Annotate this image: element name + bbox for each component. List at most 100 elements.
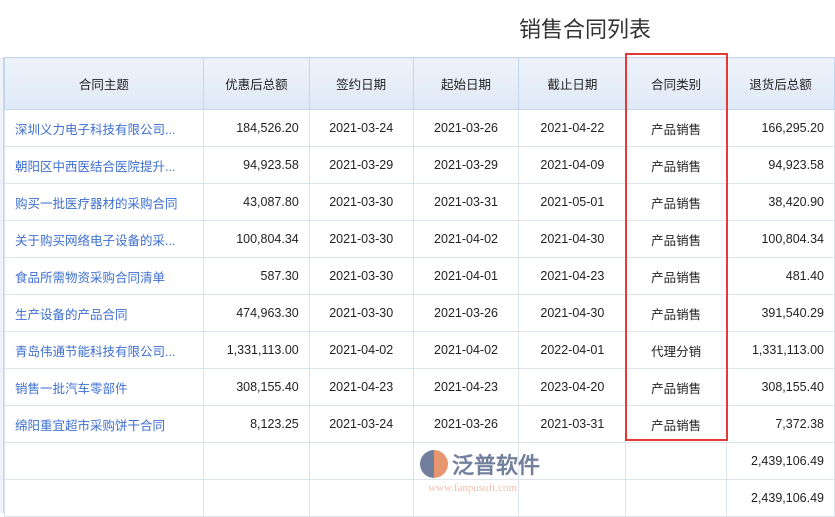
table-cell: 100,804.34	[202, 220, 310, 258]
column-header[interactable]: 起始日期	[412, 57, 520, 110]
empty-cell	[202, 442, 310, 480]
table-cell: 2021-04-02	[308, 331, 414, 369]
column-header[interactable]: 签约日期	[308, 57, 414, 110]
column-header[interactable]: 合同类别	[625, 57, 728, 110]
contract-link[interactable]: 食品所需物资采购合同清单	[4, 257, 204, 295]
contract-link[interactable]: 购买一批医疗器材的采购合同	[4, 183, 204, 221]
table-row[interactable]: 食品所需物资采购合同清单 587.30 2021-03-30 2021-04-01 20…	[4, 257, 835, 295]
table-cell: 2021-03-31	[518, 405, 627, 443]
table-cell: 2021-04-23	[412, 368, 520, 406]
table-cell: 2021-04-01	[412, 257, 520, 295]
column-header[interactable]: 优惠后总额	[202, 57, 310, 110]
table-cell: 43,087.80	[202, 183, 310, 221]
table-cell: 1,331,113.00	[202, 331, 310, 369]
table-cell: 2022-04-01	[518, 331, 627, 369]
table-cell: 94,923.58	[202, 146, 310, 184]
watermark-text: 泛普软件	[452, 453, 541, 478]
table-cell: 2021-04-22	[518, 109, 627, 147]
contract-table: 合同主题 优惠后总额 签约日期 起始日期 截止日期 合同类别 退货后总额 深圳义力电子科技有…	[4, 57, 835, 517]
watermark-logo: 泛普软件 www.fanpusoft.com	[420, 448, 541, 494]
table-cell: 2021-03-29	[308, 146, 414, 184]
table-cell: 产品销售	[625, 183, 728, 221]
table-left-edge	[0, 57, 4, 513]
page-title: 销售合同列表	[518, 17, 651, 42]
watermark-url: www.fanpusoft.com	[428, 482, 518, 494]
table-cell: 产品销售	[625, 294, 728, 332]
total-value: 2,439,106.49	[726, 479, 835, 517]
table-row[interactable]: 购买一批医疗器材的采购合同 43,087.80 2021-03-30 2021-03-…	[4, 183, 835, 221]
table-cell: 代理分销	[625, 331, 728, 369]
column-header[interactable]: 退货后总额	[726, 57, 835, 110]
contract-link[interactable]: 朝阳区中西医结合医院提升...	[4, 146, 204, 184]
column-header[interactable]: 截止日期	[518, 57, 627, 110]
table-cell: 2021-05-01	[518, 183, 627, 221]
table-row[interactable]: 关于购买网络电子设备的采... 100,804.34 2021-03-30 2021-…	[4, 220, 835, 258]
contract-link[interactable]: 生产设备的产品合同	[4, 294, 204, 332]
total-row: 2,439,106.49	[4, 479, 835, 517]
table-cell: 2021-03-24	[308, 405, 414, 443]
table-cell: 2021-04-09	[518, 146, 627, 184]
table-row[interactable]: 生产设备的产品合同 474,963.30 2021-03-30 2021-03-26 2…	[4, 294, 835, 332]
table-body: 深圳义力电子科技有限公司... 184,526.20 2021-03-24 2021-…	[4, 109, 835, 517]
table-cell: 184,526.20	[202, 109, 310, 147]
contract-link[interactable]: 深圳义力电子科技有限公司...	[4, 109, 204, 147]
contract-link[interactable]: 青岛伟通节能科技有限公司...	[4, 331, 204, 369]
table-cell: 308,155.40	[202, 368, 310, 406]
empty-cell	[625, 442, 728, 480]
contract-link[interactable]: 绵阳重宜超市采购饼干合同	[4, 405, 204, 443]
column-header[interactable]: 合同主题	[4, 57, 204, 110]
table-cell: 2021-03-30	[308, 220, 414, 258]
table-cell: 1,331,113.00	[726, 331, 835, 369]
table-cell: 2021-03-26	[412, 109, 520, 147]
table-cell: 2021-03-26	[412, 405, 520, 443]
empty-cell	[308, 479, 414, 517]
table-cell: 7,372.38	[726, 405, 835, 443]
table-cell: 2021-03-26	[412, 294, 520, 332]
contract-link[interactable]: 销售一批汽车零部件	[4, 368, 204, 406]
table-cell: 587.30	[202, 257, 310, 295]
table-cell: 474,963.30	[202, 294, 310, 332]
table-cell: 2021-04-30	[518, 220, 627, 258]
table-cell: 100,804.34	[726, 220, 835, 258]
table-cell: 166,295.20	[726, 109, 835, 147]
table-cell: 38,420.90	[726, 183, 835, 221]
table-cell: 2021-04-30	[518, 294, 627, 332]
table-cell: 产品销售	[625, 146, 728, 184]
empty-cell	[4, 442, 204, 480]
table-row[interactable]: 朝阳区中西医结合医院提升... 94,923.58 2021-03-29 2021-0…	[4, 146, 835, 184]
contract-link[interactable]: 关于购买网络电子设备的采...	[4, 220, 204, 258]
table-row[interactable]: 青岛伟通节能科技有限公司... 1,331,113.00 2021-04-02 202…	[4, 331, 835, 369]
empty-cell	[412, 479, 520, 517]
table-cell: 2021-04-23	[308, 368, 414, 406]
table-cell: 产品销售	[625, 109, 728, 147]
table-cell: 391,540.29	[726, 294, 835, 332]
table-cell: 481.40	[726, 257, 835, 295]
table-cell: 308,155.40	[726, 368, 835, 406]
empty-cell	[518, 479, 627, 517]
table-row[interactable]: 销售一批汽车零部件 308,155.40 2021-04-23 2021-04-23 2…	[4, 368, 835, 406]
empty-cell	[308, 442, 414, 480]
table-cell: 产品销售	[625, 405, 728, 443]
total-value: 2,439,106.49	[726, 442, 835, 480]
table-cell: 8,123.25	[202, 405, 310, 443]
table-cell: 2021-03-24	[308, 109, 414, 147]
table-cell: 产品销售	[625, 368, 728, 406]
total-row: 2,439,106.49	[4, 442, 835, 480]
empty-cell	[4, 479, 204, 517]
table-row[interactable]: 深圳义力电子科技有限公司... 184,526.20 2021-03-24 2021-…	[4, 109, 835, 147]
table-cell: 2023-04-20	[518, 368, 627, 406]
table-cell: 2021-04-02	[412, 220, 520, 258]
table-cell: 2021-03-30	[308, 294, 414, 332]
empty-cell	[625, 479, 728, 517]
table-cell: 2021-04-23	[518, 257, 627, 295]
table-cell: 2021-03-29	[412, 146, 520, 184]
header-row: 合同主题 优惠后总额 签约日期 起始日期 截止日期 合同类别 退货后总额	[4, 57, 835, 110]
table-cell: 2021-03-30	[308, 257, 414, 295]
fanpu-logo-icon	[420, 450, 448, 478]
table-cell: 产品销售	[625, 220, 728, 258]
table-cell: 2021-04-02	[412, 331, 520, 369]
table-cell: 2021-03-30	[308, 183, 414, 221]
table-cell: 2021-03-31	[412, 183, 520, 221]
table-cell: 产品销售	[625, 257, 728, 295]
table-row[interactable]: 绵阳重宜超市采购饼干合同 8,123.25 2021-03-24 2021-03-26…	[4, 405, 835, 443]
